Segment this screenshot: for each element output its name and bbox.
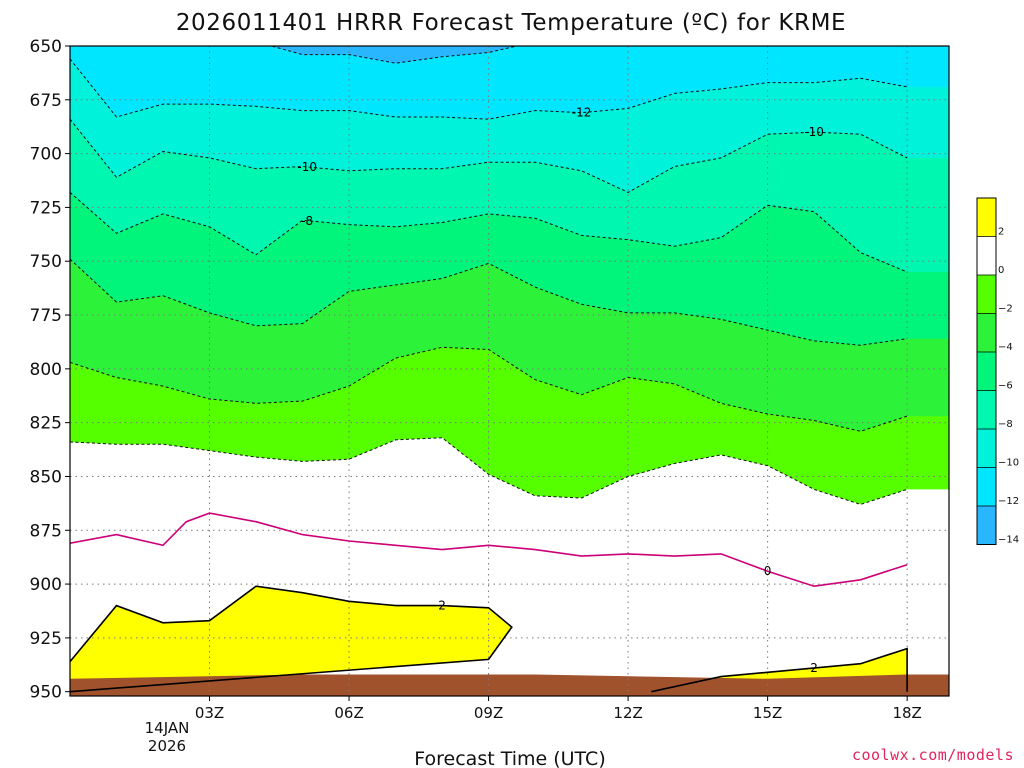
contour-label-layer: -12 -10 -10 -8 0 2 2 xyxy=(297,106,824,675)
contour-line--6 xyxy=(70,258,908,346)
contour-line--4 xyxy=(70,346,908,432)
contour-label--8: -8 xyxy=(301,214,313,228)
colorbar-legend: 2 0 −2 −4 −6 −8 −10 −12 −14 xyxy=(976,197,1019,546)
credit-link[interactable]: coolwx.com/models xyxy=(852,746,1014,764)
colorbar-swatch xyxy=(977,275,996,314)
contour-line--2 xyxy=(70,437,908,505)
y-axis: 650 675 700 725 750 775 800 825 850 875 900 925 950 xyxy=(30,37,70,703)
x-axis-label: Forecast Time (UTC) xyxy=(414,748,605,768)
grid-layer xyxy=(70,46,949,696)
y-tick-label: 825 xyxy=(30,414,62,434)
x-tick-label: 12Z xyxy=(613,704,642,722)
colorbar-label: −6 xyxy=(998,381,1013,392)
colorbar-label: 0 xyxy=(998,265,1004,276)
colorbar-label: −8 xyxy=(998,419,1013,430)
date-line-year: 2026 xyxy=(148,737,186,755)
colorbar-label: −4 xyxy=(998,342,1013,353)
contour-line-2 xyxy=(70,585,513,693)
fill-band-warm-0 xyxy=(70,586,512,692)
x-tick-label: 15Z xyxy=(753,704,782,722)
contour-line-layer xyxy=(70,46,908,693)
contour-line-0 xyxy=(70,512,908,588)
colorbar-swatch xyxy=(977,352,996,391)
x-axis: 03Z 06Z 09Z 12Z 15Z 18Z xyxy=(195,696,922,722)
chart-title: 2026011401 HRRR Forecast Temperature (ºC… xyxy=(176,10,846,36)
x-tick-label: 06Z xyxy=(334,704,363,722)
colorbar-swatch xyxy=(977,313,996,352)
contour-label--10: -10 xyxy=(804,125,824,139)
y-tick-label: 950 xyxy=(30,683,62,703)
date-line-day: 14JAN xyxy=(145,719,190,737)
y-tick-label: 850 xyxy=(30,467,62,487)
colorbar-swatch xyxy=(977,390,996,429)
colorbar-label: −10 xyxy=(998,458,1019,469)
x-tick-label: 18Z xyxy=(892,704,921,722)
contour-label-0: 0 xyxy=(764,564,772,578)
y-tick-label: 875 xyxy=(30,521,62,541)
colorbar-swatch xyxy=(977,236,996,275)
colorbar-swatch xyxy=(977,467,996,506)
y-tick-label: 675 xyxy=(30,91,62,111)
y-tick-label: 925 xyxy=(30,629,62,649)
y-tick-label: 900 xyxy=(30,575,62,595)
x-tick-label: 09Z xyxy=(474,704,503,722)
contour-label--10: -10 xyxy=(297,160,317,174)
contour-line--12 xyxy=(70,58,908,120)
y-tick-label: 700 xyxy=(30,145,62,165)
contour-label--12: -12 xyxy=(572,106,592,120)
colorbar-label: −2 xyxy=(998,304,1013,315)
colorbar-label: −14 xyxy=(998,535,1019,546)
contour-line--8 xyxy=(70,192,908,273)
colorbar-label: −12 xyxy=(998,496,1019,507)
plot-frame xyxy=(69,45,950,697)
contour-label-2: 2 xyxy=(438,599,446,613)
x-tick-label: 03Z xyxy=(195,704,224,722)
y-tick-label: 750 xyxy=(30,252,62,272)
ground-fill xyxy=(70,674,949,696)
y-tick-label: 800 xyxy=(30,360,62,380)
colorbar-label: 2 xyxy=(998,227,1004,238)
y-tick-label: 650 xyxy=(30,37,62,57)
contour-fill-layer xyxy=(70,46,949,696)
contour-label-2: 2 xyxy=(810,661,818,675)
colorbar-swatch xyxy=(977,198,996,237)
y-tick-label: 725 xyxy=(30,198,62,218)
contour-line--14 xyxy=(269,46,519,64)
colorbar-swatch xyxy=(977,429,996,468)
contour-line-2 xyxy=(651,647,908,693)
y-tick-label: 775 xyxy=(30,306,62,326)
colorbar-swatch xyxy=(977,506,996,545)
